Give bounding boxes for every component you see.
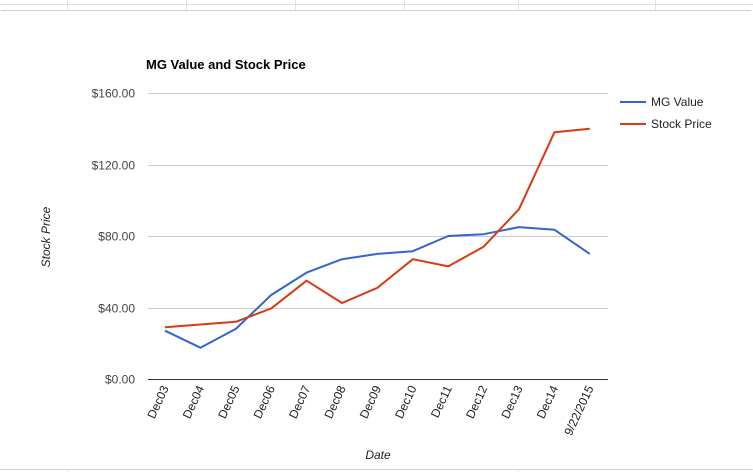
data-point[interactable] <box>233 326 239 332</box>
x-tick-label: Dec06 <box>251 383 278 421</box>
data-point[interactable] <box>268 305 274 311</box>
x-tick-label: Dec13 <box>498 383 525 421</box>
legend-swatch-stock-price <box>620 123 646 125</box>
series-line-stock-price[interactable] <box>164 127 590 329</box>
gridlines <box>148 93 608 380</box>
data-point[interactable] <box>481 231 487 237</box>
data-point[interactable] <box>197 322 203 328</box>
y-tick-label: $160.00 <box>92 87 136 101</box>
x-tick-label: Dec08 <box>321 383 348 421</box>
x-tick-label: Dec05 <box>215 383 242 421</box>
x-tick-label: Dec04 <box>180 383 207 421</box>
data-point[interactable] <box>445 233 451 239</box>
y-tick-labels: $0.00 $40.00 $80.00 $120.00 $160.00 <box>92 87 136 387</box>
data-point[interactable] <box>339 300 345 306</box>
x-tick-label: Dec07 <box>286 383 313 421</box>
series-lines <box>162 126 593 351</box>
chart-title: MG Value and Stock Price <box>146 57 306 72</box>
data-point[interactable] <box>551 129 557 135</box>
data-point[interactable] <box>445 263 451 269</box>
data-point[interactable] <box>197 345 203 351</box>
x-tick-label: Dec12 <box>463 383 490 421</box>
data-point[interactable] <box>339 256 345 262</box>
x-tick-labels: Dec03 Dec04 Dec05 Dec06 Dec07 Dec08 Dec09 Dec10… <box>144 383 596 438</box>
x-axis-label: Date <box>365 448 391 462</box>
data-point[interactable] <box>374 285 380 291</box>
y-tick-label: $80.00 <box>98 230 135 244</box>
data-point[interactable] <box>516 224 522 230</box>
series-line-mg-value[interactable] <box>164 226 591 349</box>
x-tick-label: Dec03 <box>144 383 171 421</box>
y-tick-label: $120.00 <box>92 159 136 173</box>
data-point[interactable] <box>551 227 557 233</box>
data-point[interactable] <box>233 319 239 325</box>
data-point[interactable] <box>268 292 274 298</box>
x-tick-label: Dec11 <box>428 383 455 420</box>
x-tick-label: Dec14 <box>534 383 561 421</box>
x-tick-label: Dec10 <box>392 383 419 421</box>
x-tick-label: Dec09 <box>357 383 384 421</box>
data-point[interactable] <box>374 251 380 257</box>
data-point[interactable] <box>162 324 168 330</box>
legend: MG Value Stock Price <box>620 91 712 135</box>
chart-panel[interactable] <box>1 10 751 470</box>
data-point[interactable] <box>410 256 416 262</box>
y-axis-label: Stock Price <box>39 206 53 267</box>
legend-label-stock-price: Stock Price <box>651 117 712 131</box>
y-tick-label: $0.00 <box>105 373 135 387</box>
data-point[interactable] <box>516 206 522 212</box>
data-point[interactable] <box>587 251 593 257</box>
data-point[interactable] <box>304 270 310 276</box>
data-point[interactable] <box>481 244 487 250</box>
legend-label-mg-value: MG Value <box>651 95 704 109</box>
x-tick-label: 9/22/2015 <box>561 383 596 438</box>
legend-item-mg-value[interactable]: MG Value <box>620 91 712 113</box>
legend-swatch-mg-value <box>620 101 646 103</box>
data-point[interactable] <box>304 278 310 284</box>
legend-item-stock-price[interactable]: Stock Price <box>620 113 712 135</box>
data-point[interactable] <box>587 126 593 132</box>
y-tick-label: $40.00 <box>98 302 135 316</box>
data-point[interactable] <box>410 248 416 254</box>
